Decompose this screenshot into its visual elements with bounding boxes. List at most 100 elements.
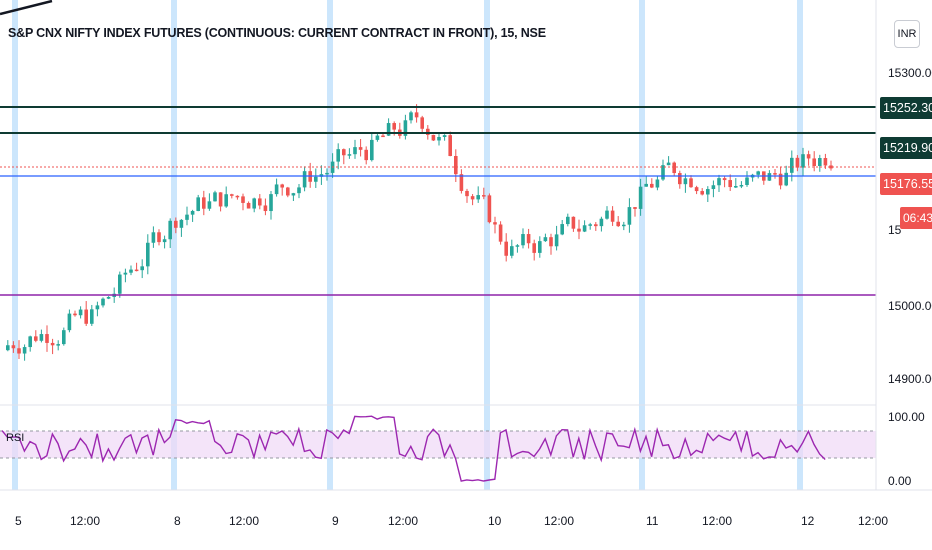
- candle-body-121: [683, 178, 688, 185]
- session-highlight-0: [12, 0, 18, 490]
- candle-body-33: [190, 210, 195, 215]
- candle-body-12: [73, 313, 77, 316]
- candle-body-16: [95, 305, 100, 310]
- candle-body-118: [666, 162, 671, 166]
- candle-body-2: [17, 348, 21, 354]
- candle-body-82: [465, 190, 469, 197]
- candle-body-90: [510, 246, 514, 256]
- candle-body-64: [364, 149, 368, 161]
- candle-body-111: [627, 207, 632, 225]
- time-tick-5: 12:00: [388, 514, 419, 528]
- candle-body-67: [381, 135, 385, 138]
- candle-body-61: [347, 154, 352, 156]
- candle-body-113: [638, 186, 643, 209]
- candle-body-86: [487, 195, 492, 223]
- candle-body-49: [280, 184, 284, 188]
- candle-body-68: [386, 123, 391, 136]
- candle-body-74: [420, 117, 424, 129]
- candle-body-26: [151, 232, 156, 243]
- candle-body-25: [146, 242, 150, 267]
- time-tick-3: 12:00: [229, 514, 260, 528]
- candle-body-114: [644, 183, 648, 187]
- candle-body-127: [717, 178, 721, 186]
- candle-body-71: [403, 120, 408, 136]
- session-highlight-3: [484, 0, 490, 490]
- candle-body-42: [241, 196, 245, 203]
- candle-body-138: [778, 173, 783, 186]
- candle-body-100: [566, 216, 570, 225]
- time-tick-11: 12:00: [858, 514, 889, 528]
- candle-body-8: [50, 342, 55, 346]
- candle-body-48: [274, 184, 279, 195]
- candle-body-27: [157, 232, 161, 243]
- chart-title: S&P CNX NIFTY INDEX FUTURES (CONTINUOUS:…: [8, 26, 546, 40]
- candle-body-14: [84, 309, 88, 324]
- time-tick-2: 8: [174, 514, 181, 528]
- candle-body-139: [784, 172, 788, 186]
- candle-body-53: [302, 171, 307, 188]
- candle-body-109: [616, 221, 620, 227]
- candle-body-87: [493, 222, 497, 225]
- candle-body-91: [515, 245, 520, 247]
- bar-countdown-label: 06:43: [900, 207, 932, 229]
- time-tick-7: 12:00: [544, 514, 575, 528]
- price-tick-14900: 14900.00: [888, 372, 932, 386]
- candle-body-59: [336, 149, 340, 162]
- candle-body-66: [375, 135, 380, 140]
- candle-body-7: [45, 334, 49, 343]
- candle-body-72: [409, 112, 413, 121]
- candle-body-37: [213, 192, 217, 202]
- current-price-label: 15176.55: [880, 173, 932, 195]
- rsi-indicator-label[interactable]: RSI: [6, 432, 25, 444]
- candle-body-31: [179, 219, 184, 228]
- candle-body-131: [739, 184, 744, 187]
- candle-body-39: [224, 194, 228, 207]
- candle-body-0: [6, 345, 10, 351]
- candle-body-9: [56, 344, 60, 346]
- time-tick-9: 12:00: [702, 514, 733, 528]
- candle-body-134: [756, 171, 760, 175]
- price-tick-15000: 15000.00: [888, 299, 932, 313]
- candle-body-40: [230, 194, 234, 196]
- candle-body-128: [722, 178, 727, 181]
- candle-body-85: [482, 195, 486, 197]
- candle-body-46: [263, 205, 268, 212]
- session-highlight-1: [171, 0, 177, 490]
- price-tick-partial: 15: [888, 223, 902, 237]
- candle-body-30: [174, 220, 178, 228]
- rsi-tick-100: 100.00: [888, 410, 925, 424]
- candle-body-51: [291, 193, 296, 196]
- candle-body-146: [823, 158, 828, 166]
- candle-body-47: [269, 194, 273, 212]
- candle-body-36: [207, 201, 212, 209]
- candle-body-93: [526, 234, 531, 244]
- price-label-level-1: 15252.30: [880, 97, 932, 119]
- candle-body-84: [476, 195, 480, 200]
- candle-body-11: [67, 313, 72, 331]
- candle-body-105: [594, 224, 598, 227]
- candle-body-140: [790, 157, 794, 173]
- candle-body-28: [162, 239, 167, 243]
- candle-body-77: [437, 136, 441, 141]
- candle-body-124: [700, 191, 704, 195]
- candle-body-95: [538, 241, 542, 253]
- candle-body-35: [202, 197, 206, 209]
- time-tick-8: 11: [646, 514, 659, 528]
- time-tick-0: 5: [15, 514, 22, 528]
- candle-body-45: [258, 198, 262, 206]
- candle-body-130: [734, 186, 738, 188]
- price-tick-15300: 15300.00: [888, 66, 932, 80]
- candle-body-123: [694, 187, 699, 192]
- candle-body-32: [185, 214, 189, 220]
- candle-body-99: [560, 224, 564, 235]
- currency-button[interactable]: INR: [894, 20, 920, 48]
- candle-body-147: [829, 165, 833, 169]
- candle-body-20: [118, 274, 122, 294]
- session-highlight-4: [639, 0, 645, 490]
- candle-body-119: [672, 162, 676, 174]
- time-tick-10: 12: [801, 514, 815, 528]
- candle-body-129: [728, 180, 732, 188]
- candle-body-17: [101, 298, 105, 306]
- candle-body-101: [571, 216, 576, 229]
